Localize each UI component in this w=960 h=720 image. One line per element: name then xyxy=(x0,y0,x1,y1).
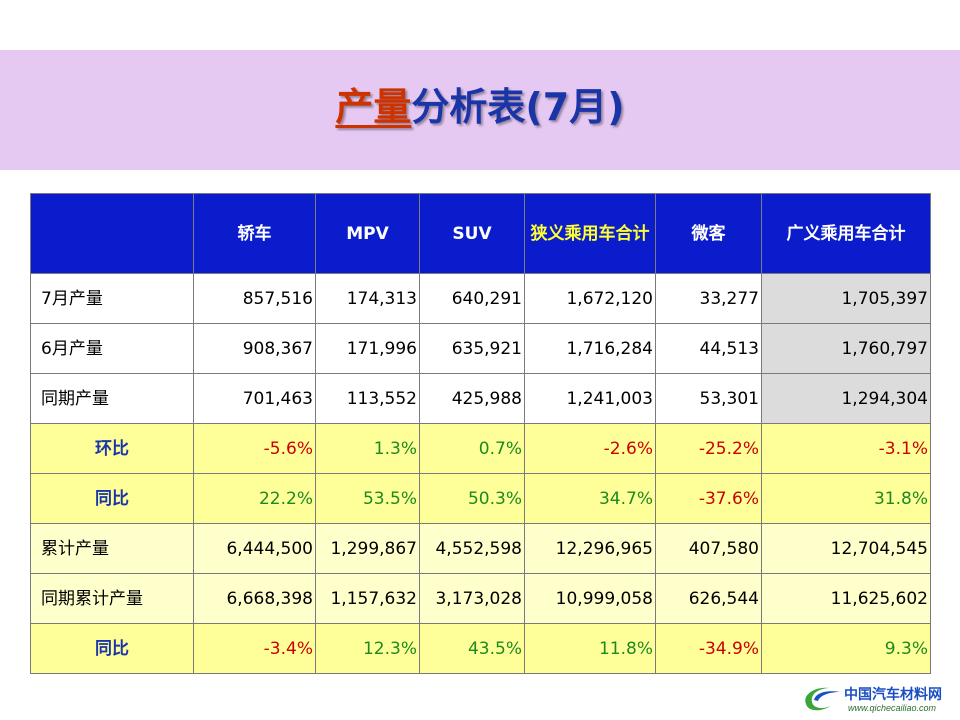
table-row: 累计产量 6,444,500 1,299,867 4,552,598 12,296,96… xyxy=(30,523,931,574)
table-cell: 50.3% xyxy=(419,473,525,524)
table-cell: 113,552 xyxy=(315,373,420,424)
table-cell: 626,544 xyxy=(655,573,762,624)
row-label: 环比 xyxy=(30,423,194,474)
table-cell: 857,516 xyxy=(193,273,316,324)
logo-name: 中国汽车材料网 xyxy=(844,687,942,703)
table-cell: 33,277 xyxy=(655,273,762,324)
table-cell: -3.1% xyxy=(761,423,931,474)
table-cell: 11.8% xyxy=(524,623,656,674)
column-header: 微客 xyxy=(655,193,762,274)
header-row: 轿车 MPV SUV 狭义乘用车合计 微客 广义乘用车合计 xyxy=(30,193,931,274)
column-header: 轿车 xyxy=(193,193,316,274)
table-cell: 11,625,602 xyxy=(761,573,931,624)
table-row: 7月产量 857,516 174,313 640,291 1,672,120 33,277… xyxy=(30,273,931,324)
column-header: 广义乘用车合计 xyxy=(761,193,931,274)
row-label: 同期累计产量 xyxy=(30,573,194,624)
row-label: 同比 xyxy=(30,623,194,674)
table-cell: 9.3% xyxy=(761,623,931,674)
table-cell: 31.8% xyxy=(761,473,931,524)
table-cell: 171,996 xyxy=(315,323,420,374)
table-row: 环比 -5.6% 1.3% 0.7% -2.6% -25.2% -3.1% xyxy=(30,423,931,474)
table-cell: -3.4% xyxy=(193,623,316,674)
column-header: MPV xyxy=(315,193,420,274)
table-cell: 407,580 xyxy=(655,523,762,574)
row-label: 6月产量 xyxy=(30,323,194,374)
title-highlight: 产量 xyxy=(335,85,412,129)
table-cell: 1,241,003 xyxy=(524,373,656,424)
table-cell: 6,444,500 xyxy=(193,523,316,574)
row-label: 累计产量 xyxy=(30,523,194,574)
table-cell: 53.5% xyxy=(315,473,420,524)
table-row: 同期产量 701,463 113,552 425,988 1,241,003 53,301… xyxy=(30,373,931,424)
table-cell: 34.7% xyxy=(524,473,656,524)
table-cell: 1,157,632 xyxy=(315,573,420,624)
table-cell: 640,291 xyxy=(419,273,525,324)
row-label: 同比 xyxy=(30,473,194,524)
site-logo: 中国汽车材料网 www.qichecailiao.com xyxy=(800,680,950,716)
table-row: 同比 22.2% 53.5% 50.3% 34.7% -37.6% 31.8% xyxy=(30,473,931,524)
table-cell: 1,294,304 xyxy=(761,373,931,424)
table-cell: -5.6% xyxy=(193,423,316,474)
table-cell: 4,552,598 xyxy=(419,523,525,574)
row-label: 7月产量 xyxy=(30,273,194,324)
production-table: 轿车 MPV SUV 狭义乘用车合计 微客 广义乘用车合计 7月产量 857,516 174,3… xyxy=(30,193,931,674)
table-cell: 12,296,965 xyxy=(524,523,656,574)
table-cell: 174,313 xyxy=(315,273,420,324)
column-header: SUV xyxy=(419,193,525,274)
table-cell: 701,463 xyxy=(193,373,316,424)
row-label: 同期产量 xyxy=(30,373,194,424)
table-cell: 1.3% xyxy=(315,423,420,474)
table-cell: 908,367 xyxy=(193,323,316,374)
table-cell: -34.9% xyxy=(655,623,762,674)
swoosh-logo-icon xyxy=(805,687,840,711)
title-rest: 分析表(7月) xyxy=(411,85,625,129)
table-cell: 1,760,797 xyxy=(761,323,931,374)
table-cell: 3,173,028 xyxy=(419,573,525,624)
table-cell: -2.6% xyxy=(524,423,656,474)
table-cell: 6,668,398 xyxy=(193,573,316,624)
page-title: 产量分析表(7月) xyxy=(0,77,960,137)
table-cell: -37.6% xyxy=(655,473,762,524)
table-cell: 425,988 xyxy=(419,373,525,424)
column-header: 狭义乘用车合计 xyxy=(524,193,656,274)
table-cell: 10,999,058 xyxy=(524,573,656,624)
header-corner xyxy=(30,193,194,274)
table-cell: 22.2% xyxy=(193,473,316,524)
table-cell: 44,513 xyxy=(655,323,762,374)
table-cell: 12.3% xyxy=(315,623,420,674)
table-cell: 43.5% xyxy=(419,623,525,674)
table-cell: 1,716,284 xyxy=(524,323,656,374)
table-cell: 53,301 xyxy=(655,373,762,424)
table-row: 同期累计产量 6,668,398 1,157,632 3,173,028 10,999,… xyxy=(30,573,931,624)
table-cell: 635,921 xyxy=(419,323,525,374)
table-cell: 0.7% xyxy=(419,423,525,474)
table-cell: -25.2% xyxy=(655,423,762,474)
logo-url: www.qichecailiao.com xyxy=(848,703,937,713)
table-row: 同比 -3.4% 12.3% 43.5% 11.8% -34.9% 9.3% xyxy=(30,623,931,674)
title-band xyxy=(0,50,960,170)
table-cell: 1,299,867 xyxy=(315,523,420,574)
table-row: 6月产量 908,367 171,996 635,921 1,716,284 44,513… xyxy=(30,323,931,374)
table-cell: 1,705,397 xyxy=(761,273,931,324)
table-cell: 12,704,545 xyxy=(761,523,931,574)
table-cell: 1,672,120 xyxy=(524,273,656,324)
